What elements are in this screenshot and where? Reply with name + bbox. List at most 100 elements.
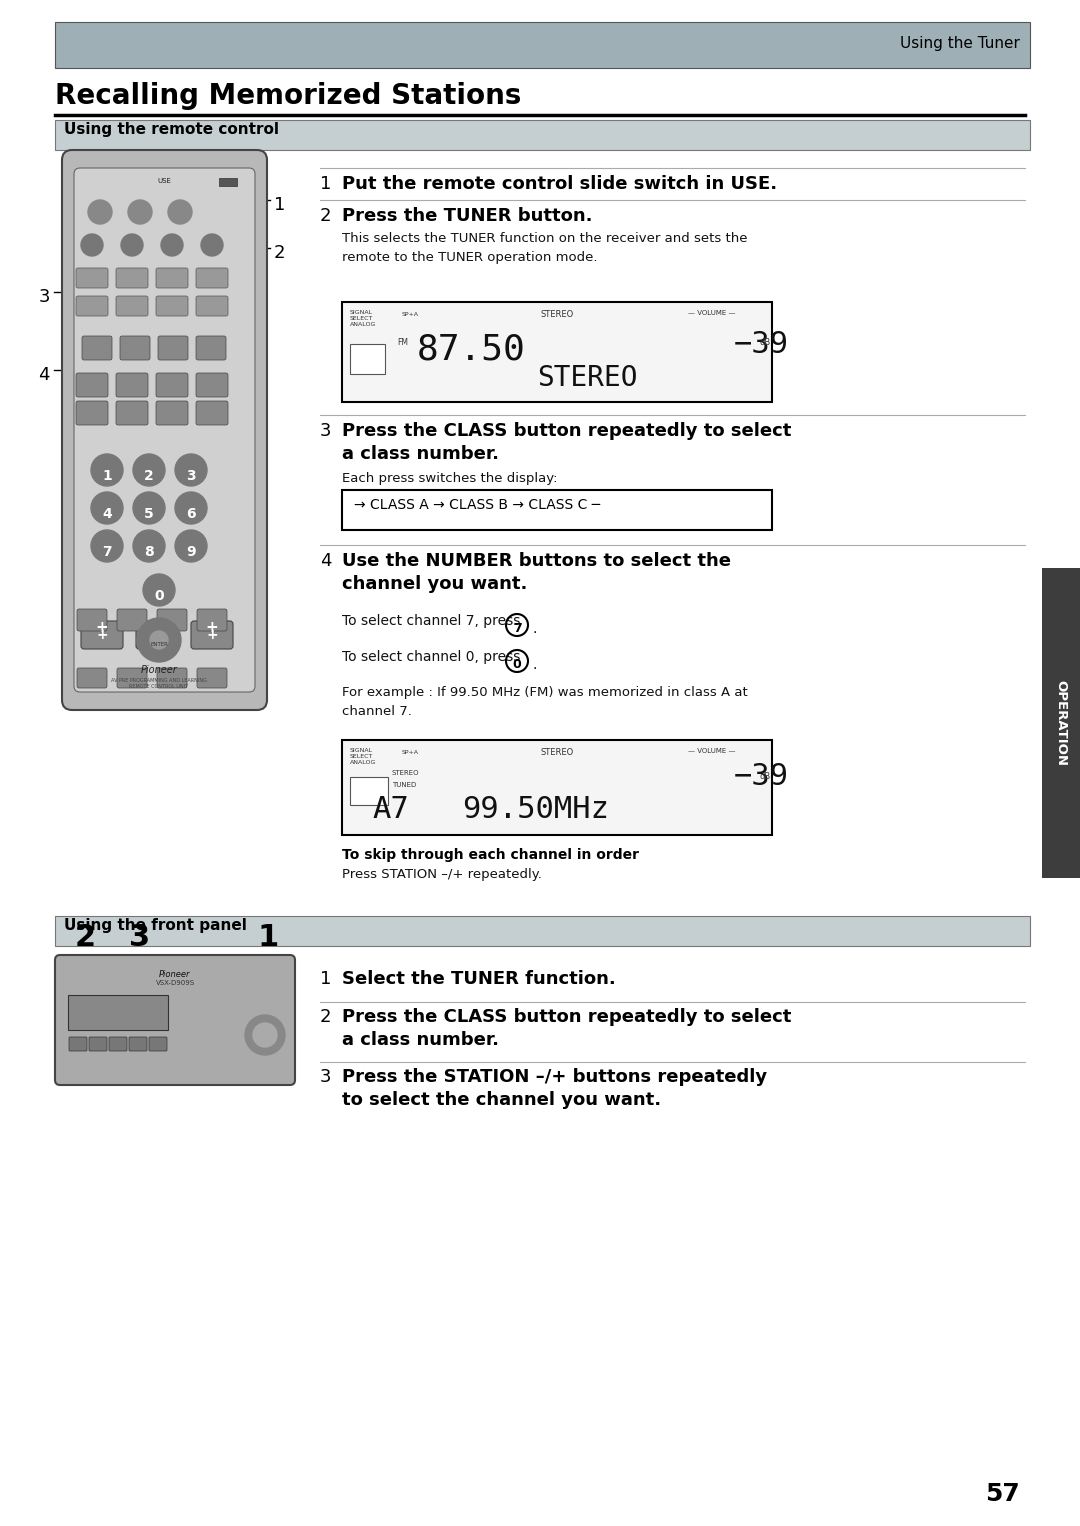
Bar bbox=[1042, 568, 1080, 877]
Text: 2: 2 bbox=[274, 244, 285, 262]
Circle shape bbox=[201, 233, 222, 256]
Text: SP+A: SP+A bbox=[402, 749, 419, 755]
Text: channel you want.: channel you want. bbox=[342, 575, 527, 594]
FancyBboxPatch shape bbox=[76, 401, 108, 426]
Circle shape bbox=[133, 455, 165, 485]
Text: STEREO: STEREO bbox=[392, 771, 419, 777]
FancyBboxPatch shape bbox=[136, 621, 178, 649]
FancyBboxPatch shape bbox=[195, 269, 228, 288]
Text: 3: 3 bbox=[130, 923, 150, 952]
Text: For example : If 99.50 MHz (FM) was memorized in class A at
channel 7.: For example : If 99.50 MHz (FM) was memo… bbox=[342, 687, 747, 719]
FancyBboxPatch shape bbox=[89, 1038, 107, 1051]
Text: Using the front panel: Using the front panel bbox=[64, 919, 247, 932]
Bar bbox=[342, 302, 772, 401]
FancyBboxPatch shape bbox=[116, 269, 148, 288]
Text: SIGNAL
SELECT
ANALOG: SIGNAL SELECT ANALOG bbox=[350, 748, 376, 766]
FancyBboxPatch shape bbox=[195, 336, 226, 360]
FancyBboxPatch shape bbox=[117, 609, 147, 630]
Text: Press the CLASS button repeatedly to select: Press the CLASS button repeatedly to sel… bbox=[342, 1009, 792, 1025]
FancyBboxPatch shape bbox=[191, 621, 233, 649]
Text: Using the remote control: Using the remote control bbox=[64, 122, 279, 137]
Circle shape bbox=[161, 233, 183, 256]
FancyBboxPatch shape bbox=[69, 1038, 87, 1051]
Text: 2: 2 bbox=[320, 208, 332, 224]
Circle shape bbox=[253, 1022, 276, 1047]
Text: SP+A: SP+A bbox=[402, 311, 419, 317]
Text: dB: dB bbox=[760, 772, 771, 781]
Text: .: . bbox=[532, 658, 537, 671]
Text: +: + bbox=[205, 621, 218, 635]
Bar bbox=[219, 179, 237, 186]
Bar bbox=[342, 490, 772, 530]
Text: SIGNAL
SELECT
ANALOG: SIGNAL SELECT ANALOG bbox=[350, 310, 376, 328]
Circle shape bbox=[137, 618, 181, 662]
FancyBboxPatch shape bbox=[55, 955, 295, 1085]
FancyBboxPatch shape bbox=[156, 372, 188, 397]
Text: 8: 8 bbox=[144, 545, 153, 559]
Circle shape bbox=[245, 1015, 285, 1054]
Text: a class number.: a class number. bbox=[342, 1032, 499, 1048]
Circle shape bbox=[91, 530, 123, 562]
Text: TUNED: TUNED bbox=[392, 781, 416, 787]
FancyBboxPatch shape bbox=[197, 668, 227, 688]
Bar bbox=[350, 343, 384, 374]
Bar bbox=[55, 916, 1030, 946]
Text: +: + bbox=[96, 629, 108, 642]
Text: Press STATION –/+ repeatedly.: Press STATION –/+ repeatedly. bbox=[342, 868, 542, 881]
Text: USE: USE bbox=[157, 179, 171, 185]
FancyBboxPatch shape bbox=[156, 269, 188, 288]
FancyBboxPatch shape bbox=[117, 668, 147, 688]
Text: Use the NUMBER buttons to select the: Use the NUMBER buttons to select the bbox=[342, 552, 731, 571]
Circle shape bbox=[133, 530, 165, 562]
Circle shape bbox=[150, 630, 168, 649]
Text: STEREO: STEREO bbox=[537, 365, 637, 392]
Text: 1: 1 bbox=[274, 195, 285, 214]
FancyBboxPatch shape bbox=[149, 1038, 167, 1051]
FancyBboxPatch shape bbox=[116, 372, 148, 397]
Text: 3: 3 bbox=[39, 288, 50, 307]
Text: Press the STATION –/+ buttons repeatedly: Press the STATION –/+ buttons repeatedly bbox=[342, 1068, 767, 1087]
FancyBboxPatch shape bbox=[77, 609, 107, 630]
Text: Press the TUNER button.: Press the TUNER button. bbox=[342, 208, 593, 224]
Text: 99.50MHz: 99.50MHz bbox=[462, 795, 609, 824]
Bar bbox=[68, 995, 168, 1030]
Text: Using the Tuner: Using the Tuner bbox=[900, 37, 1020, 50]
Bar bbox=[350, 777, 388, 806]
Circle shape bbox=[87, 200, 112, 224]
FancyBboxPatch shape bbox=[109, 1038, 127, 1051]
Text: 1: 1 bbox=[103, 468, 112, 484]
FancyBboxPatch shape bbox=[157, 668, 187, 688]
FancyBboxPatch shape bbox=[77, 668, 107, 688]
Text: 5: 5 bbox=[144, 507, 153, 520]
Text: 2: 2 bbox=[75, 923, 95, 952]
FancyBboxPatch shape bbox=[116, 296, 148, 316]
Text: → CLASS A → CLASS B → CLASS C ─: → CLASS A → CLASS B → CLASS C ─ bbox=[354, 497, 600, 513]
Text: 0: 0 bbox=[154, 589, 164, 603]
Text: To select channel 7, press: To select channel 7, press bbox=[342, 613, 525, 629]
Text: 6: 6 bbox=[186, 507, 195, 520]
Text: to select the channel you want.: to select the channel you want. bbox=[342, 1091, 661, 1109]
FancyBboxPatch shape bbox=[156, 296, 188, 316]
FancyBboxPatch shape bbox=[75, 168, 255, 691]
Circle shape bbox=[133, 491, 165, 523]
Text: STEREO: STEREO bbox=[540, 310, 573, 319]
Text: 4: 4 bbox=[39, 366, 50, 385]
Text: 2: 2 bbox=[144, 468, 153, 484]
FancyBboxPatch shape bbox=[82, 336, 112, 360]
FancyBboxPatch shape bbox=[62, 150, 267, 710]
Text: +: + bbox=[206, 629, 218, 642]
Text: 2: 2 bbox=[320, 1009, 332, 1025]
Text: .: . bbox=[532, 623, 537, 636]
Text: −39: −39 bbox=[734, 330, 789, 359]
Text: VSX-D909S: VSX-D909S bbox=[156, 980, 194, 986]
Text: FM: FM bbox=[397, 337, 408, 346]
FancyBboxPatch shape bbox=[195, 401, 228, 426]
Circle shape bbox=[175, 530, 207, 562]
Text: Recalling Memorized Stations: Recalling Memorized Stations bbox=[55, 82, 522, 110]
Text: +: + bbox=[96, 621, 108, 635]
FancyBboxPatch shape bbox=[197, 609, 227, 630]
Circle shape bbox=[91, 491, 123, 523]
FancyBboxPatch shape bbox=[76, 372, 108, 397]
FancyBboxPatch shape bbox=[129, 1038, 147, 1051]
Circle shape bbox=[129, 200, 152, 224]
